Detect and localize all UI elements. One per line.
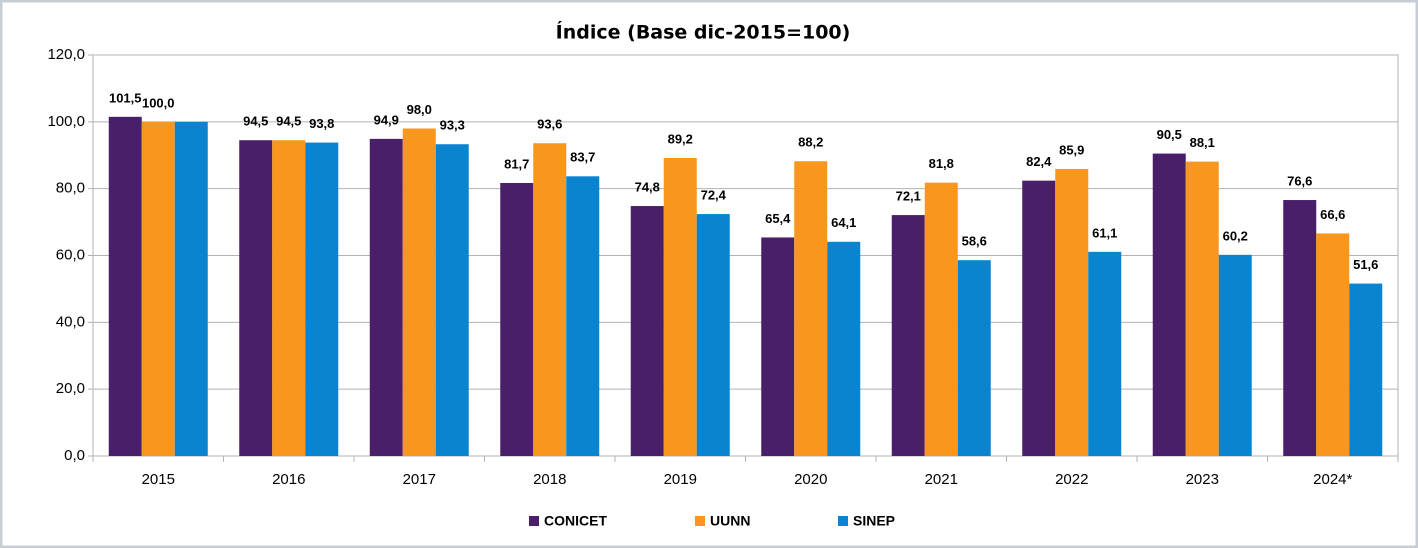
value-label: 72,4 xyxy=(701,188,727,203)
y-tick-label: 60,0 xyxy=(56,246,85,263)
bar xyxy=(174,121,208,456)
x-tick-label: 2016 xyxy=(272,471,305,488)
value-label: 65,4 xyxy=(765,211,791,226)
value-label: 74,8 xyxy=(635,179,660,194)
bar xyxy=(696,214,730,456)
bar xyxy=(794,161,828,456)
legend-label: CONICET xyxy=(544,513,607,529)
legend-label: SINEP xyxy=(853,513,895,529)
x-tick-label: 2020 xyxy=(794,471,827,488)
value-label: 90,5 xyxy=(1157,127,1182,142)
value-label: 89,2 xyxy=(668,131,693,146)
value-label: 85,9 xyxy=(1059,142,1084,157)
legend-swatch xyxy=(838,516,848,526)
value-label: 66,6 xyxy=(1320,207,1345,222)
value-label: 61,1 xyxy=(1092,225,1117,240)
value-label: 81,8 xyxy=(929,156,954,171)
value-label: 93,3 xyxy=(440,118,465,133)
x-tick-label: 2017 xyxy=(403,471,436,488)
value-label: 51,6 xyxy=(1353,257,1378,272)
value-label: 58,6 xyxy=(962,234,987,249)
bar xyxy=(500,182,534,456)
value-label: 93,6 xyxy=(537,117,562,132)
bar xyxy=(369,138,403,456)
value-label: 82,4 xyxy=(1026,154,1052,169)
value-label: 98,0 xyxy=(407,102,432,117)
value-label: 88,2 xyxy=(798,135,823,150)
value-label: 81,7 xyxy=(504,156,529,171)
bar xyxy=(1152,153,1186,456)
bar xyxy=(108,116,142,456)
value-label: 88,1 xyxy=(1190,135,1215,150)
value-label: 60,2 xyxy=(1223,228,1248,243)
x-tick-label: 2015 xyxy=(142,471,175,488)
bar xyxy=(827,241,861,456)
bar xyxy=(1022,180,1056,456)
x-tick-label: 2021 xyxy=(925,471,958,488)
value-label: 94,5 xyxy=(276,114,301,129)
chart-title: Índice (Base dic-2015=100) xyxy=(556,21,851,44)
value-label: 101,5 xyxy=(109,90,142,105)
bar xyxy=(1055,168,1089,456)
bar xyxy=(1218,254,1252,456)
bar xyxy=(891,215,925,456)
value-label: 94,5 xyxy=(243,114,268,129)
y-tick-label: 40,0 xyxy=(56,313,85,330)
y-tick-label: 120,0 xyxy=(47,46,85,63)
y-tick-label: 0,0 xyxy=(64,447,85,464)
bar xyxy=(141,121,175,456)
bar xyxy=(1088,251,1122,456)
bar xyxy=(663,157,697,456)
bar xyxy=(239,140,273,456)
bar xyxy=(402,128,436,456)
bar xyxy=(1316,233,1350,456)
bar xyxy=(1349,283,1383,456)
value-label: 93,8 xyxy=(309,116,334,131)
x-tick-label: 2019 xyxy=(664,471,697,488)
bar xyxy=(630,206,664,456)
bar xyxy=(1185,161,1219,456)
value-label: 72,1 xyxy=(896,189,921,204)
y-tick-label: 80,0 xyxy=(56,180,85,197)
bar xyxy=(957,260,991,456)
bar xyxy=(272,140,306,456)
bar xyxy=(566,176,600,457)
bar xyxy=(533,143,567,456)
bar xyxy=(435,144,469,456)
value-label: 100,0 xyxy=(142,95,175,110)
value-label: 94,9 xyxy=(374,112,399,127)
bar xyxy=(924,182,958,456)
bar xyxy=(761,237,795,456)
x-tick-label: 2022 xyxy=(1055,471,1088,488)
x-tick-label: 2023 xyxy=(1186,471,1219,488)
y-tick-label: 100,0 xyxy=(47,113,85,130)
x-tick-label: 2018 xyxy=(533,471,566,488)
legend-swatch xyxy=(529,516,539,526)
y-tick-label: 20,0 xyxy=(56,380,85,397)
value-label: 64,1 xyxy=(831,215,856,230)
value-label: 83,7 xyxy=(570,150,595,165)
bar xyxy=(305,142,339,456)
value-label: 76,6 xyxy=(1287,173,1312,188)
x-tick-label: 2024* xyxy=(1313,471,1352,488)
legend-swatch xyxy=(695,516,705,526)
legend-label: UUNN xyxy=(710,513,750,529)
bar xyxy=(1283,200,1317,456)
